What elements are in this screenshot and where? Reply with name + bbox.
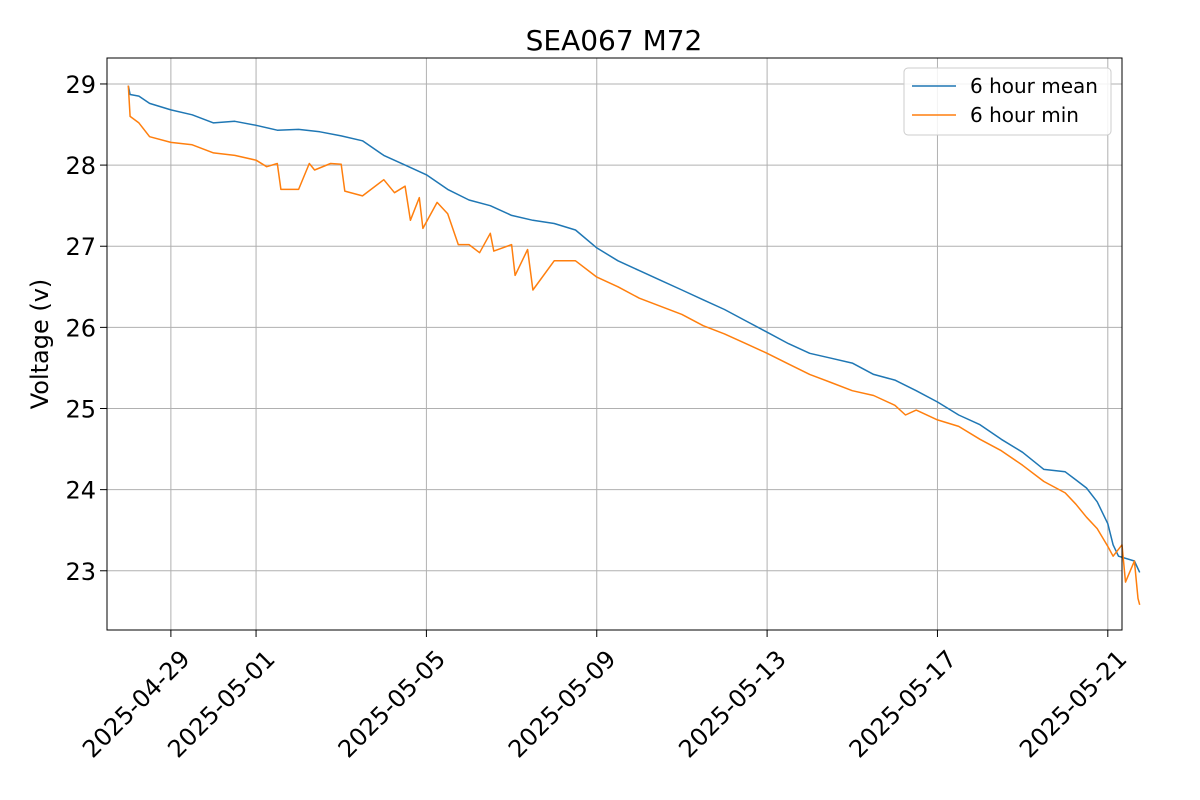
- y-tick-label: 23: [65, 558, 96, 586]
- series-line-mean: [127, 85, 1141, 573]
- legend-label: 6 hour mean: [970, 74, 1098, 98]
- legend-box: [903, 67, 1112, 136]
- series-line-min: [127, 85, 1141, 605]
- y-tick-label: 25: [65, 396, 96, 424]
- legend-label: 6 hour min: [970, 103, 1079, 127]
- chart-title: SEA067 M72: [526, 24, 703, 57]
- legend: 6 hour mean 6 hour min: [903, 67, 1112, 136]
- y-tick-label: 29: [65, 71, 96, 99]
- series-layer: [127, 85, 1141, 605]
- y-axis-title: Voltage (v): [26, 279, 54, 410]
- y-tick-label: 26: [65, 314, 96, 342]
- y-tick-label: 24: [65, 477, 96, 505]
- plot-frame: [106, 57, 1123, 631]
- grid-lines: [107, 58, 1122, 630]
- y-tick-label: 28: [65, 152, 96, 180]
- y-axis: 23 24 25 26 27 28 29: [65, 71, 107, 586]
- y-tick-label: 27: [65, 233, 96, 261]
